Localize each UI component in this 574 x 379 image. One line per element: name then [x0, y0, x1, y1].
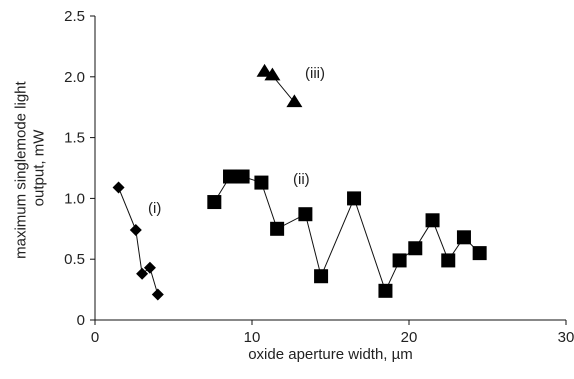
data-point-diamond — [136, 267, 149, 280]
data-point-square — [254, 175, 269, 190]
y-tick-label: 2.5 — [64, 8, 85, 25]
x-tick-label: 10 — [244, 329, 261, 346]
data-point-square — [298, 207, 313, 222]
y-axis-title: maximum singlemode light output, mW — [13, 77, 48, 259]
data-point-square — [425, 213, 440, 228]
data-point-triangle — [256, 63, 273, 77]
data-point-square — [270, 221, 285, 236]
data-point-square — [441, 253, 456, 268]
y-tick-label: 0 — [77, 312, 85, 329]
data-point-diamond — [143, 261, 156, 274]
series-line-2 — [213, 176, 480, 293]
series-label-2: (ii) — [293, 171, 310, 188]
data-point-square — [314, 269, 329, 284]
y-tick-label: 2.0 — [64, 69, 85, 86]
y-tick-label: 0.5 — [64, 251, 85, 268]
series-markers — [112, 63, 487, 301]
data-point-square — [223, 169, 238, 184]
data-point-square — [472, 246, 487, 261]
data-point-square — [408, 241, 423, 256]
data-point-diamond — [151, 288, 164, 301]
y-axis-title-line-2: output, mW — [31, 129, 48, 207]
data-point-square — [456, 230, 471, 245]
x-tick-label: 0 — [91, 329, 99, 346]
y-tick-label: 1.0 — [64, 190, 85, 207]
series-label-3: (iii) — [305, 65, 325, 82]
data-point-square — [207, 195, 222, 210]
data-point-square — [392, 253, 407, 268]
axes — [94, 16, 566, 321]
data-point-triangle — [286, 94, 303, 108]
data-point-diamond — [112, 181, 125, 194]
x-tick-label: 30 — [558, 329, 574, 346]
y-axis-title-line-1: maximum singlemode light — [13, 80, 30, 258]
y-tick-label: 1.5 — [64, 130, 85, 147]
data-point-square — [235, 169, 250, 184]
ticks: 0 0.5 1.0 1.5 2.0 2.5 0 10 20 30 — [64, 8, 574, 346]
x-tick-label: 20 — [401, 329, 418, 346]
data-point-square — [378, 283, 393, 298]
data-point-diamond — [129, 224, 142, 237]
data-point-square — [347, 191, 362, 206]
series-label-1: (i) — [148, 200, 161, 217]
data-point-triangle — [264, 67, 281, 81]
x-axis-title: oxide aperture width, µm — [248, 346, 413, 363]
series-annotations: (i) (ii) (iii) — [148, 65, 325, 217]
